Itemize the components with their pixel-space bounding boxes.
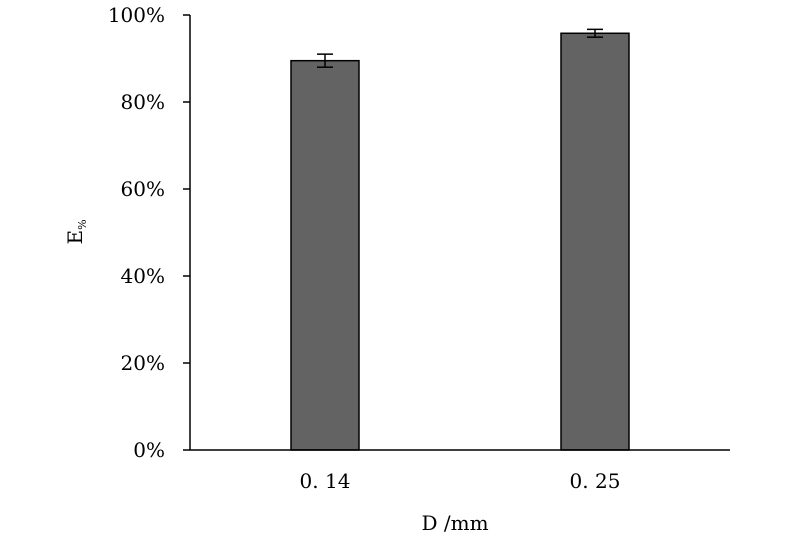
error-bars-group	[317, 28, 603, 68]
bars-group	[290, 32, 630, 451]
x-tick-label: 0. 14	[300, 469, 351, 493]
axes-group	[189, 15, 730, 451]
y-tick-label: 100%	[108, 3, 165, 27]
x-ticks-group: 0. 14 0. 25	[300, 469, 621, 493]
svg-text:E%: E%	[63, 219, 89, 244]
y-axis-title-subscript: %	[76, 219, 89, 229]
y-tick-label: 80%	[121, 90, 165, 114]
bar-0.25	[560, 32, 630, 451]
y-tick-label: 0%	[133, 438, 165, 462]
x-tick-label: 0. 25	[570, 469, 621, 493]
y-tick-label: 40%	[121, 264, 165, 288]
y-axis-title-main: E	[63, 230, 87, 245]
y-tick-label: 60%	[121, 177, 165, 201]
y-ticks-group: 0% 20% 40% 60% 80% 100%	[108, 3, 190, 462]
y-axis-title: E%	[63, 219, 89, 244]
x-axis-title: D /mm	[421, 511, 488, 535]
y-tick-label: 20%	[121, 351, 165, 375]
bar-0.14	[290, 59, 360, 451]
